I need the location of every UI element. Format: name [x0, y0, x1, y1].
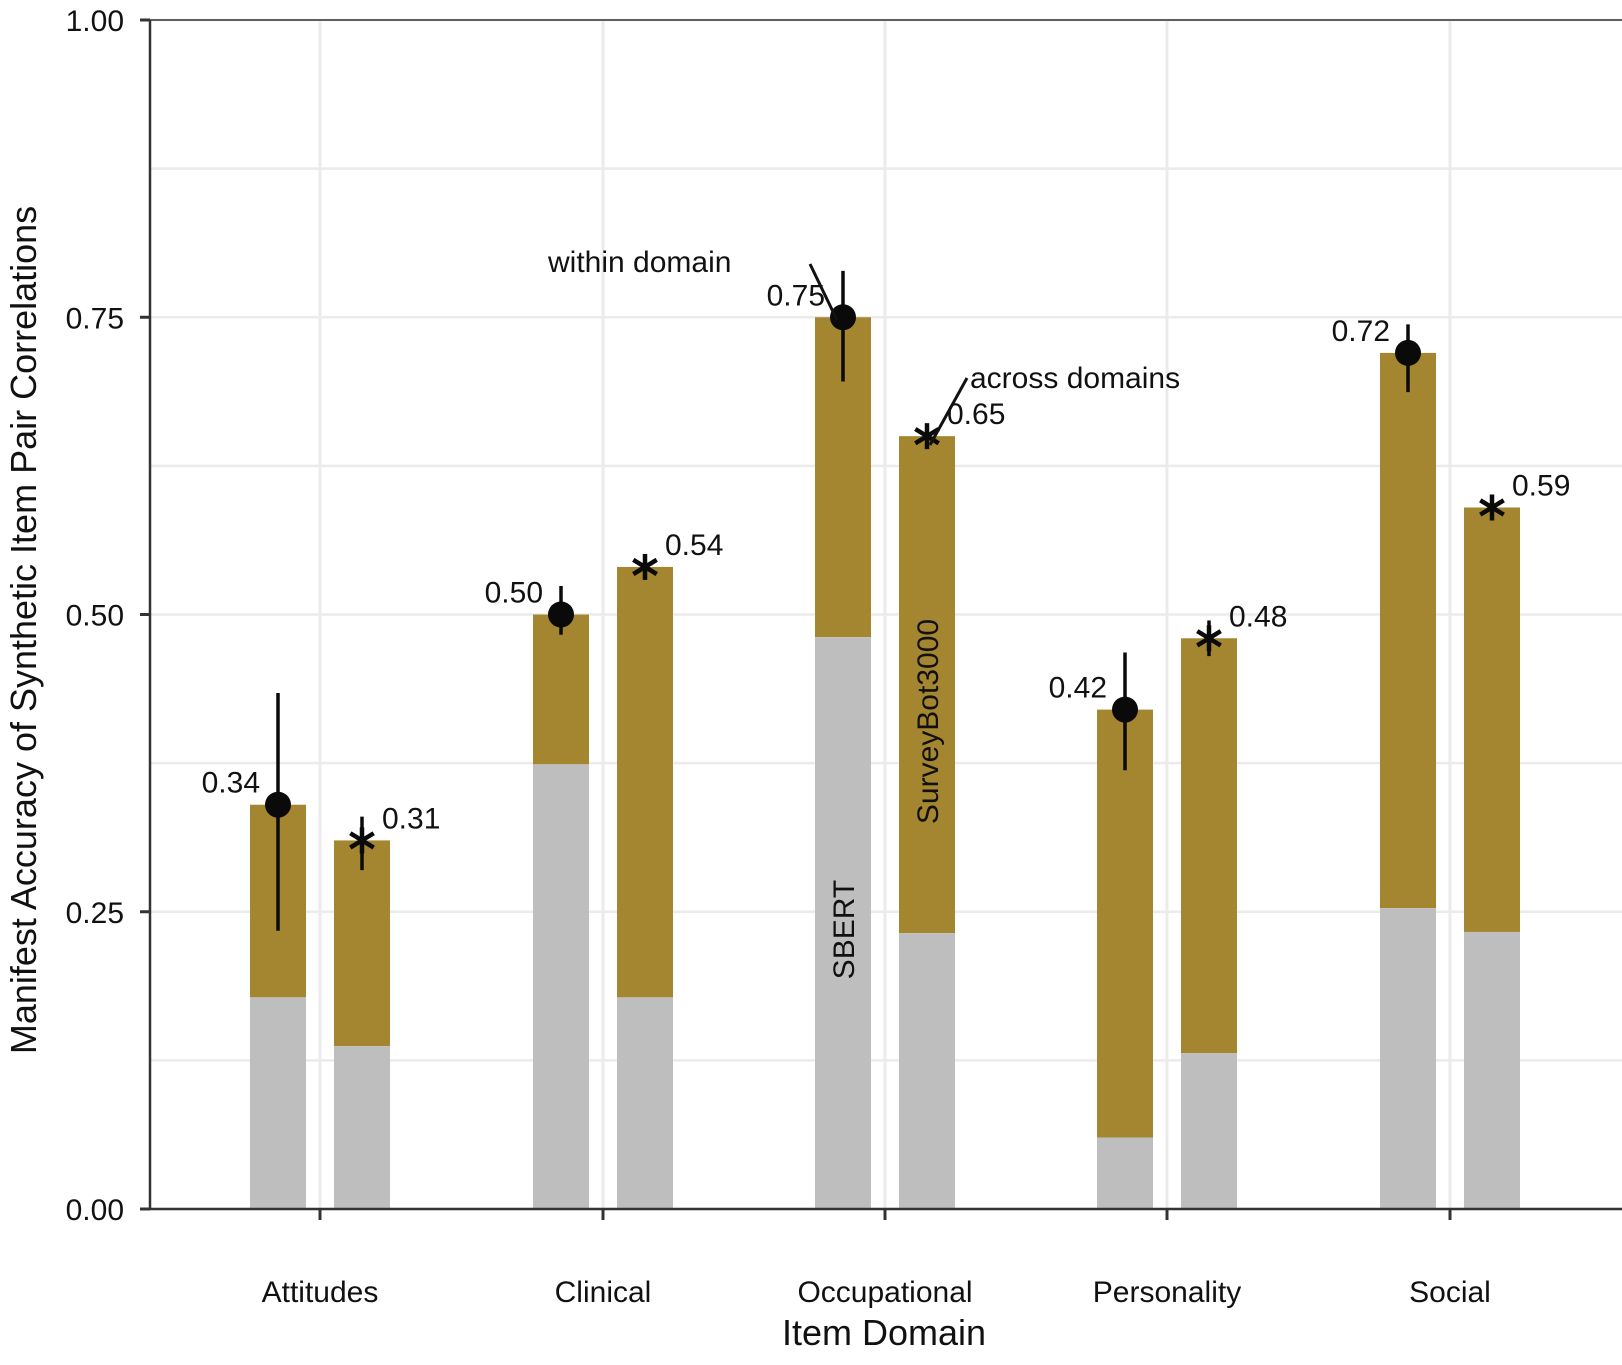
annotation-within-domain: within domain	[547, 246, 731, 279]
asterisk-stroke	[1196, 629, 1222, 648]
point-across-domains	[914, 423, 940, 450]
point-across-domains	[1196, 625, 1222, 652]
value-label: 0.54	[665, 529, 723, 562]
labels-layer: 0.00 0.25 0.50 0.75 1.00 Attitudes Clinical Occ…	[66, 5, 1571, 1309]
point-across-domains	[632, 553, 658, 580]
grid-layer	[150, 18, 1622, 1211]
point-within-domain	[830, 304, 856, 331]
bar-sbert	[1464, 931, 1520, 1209]
bar-sbert	[533, 764, 589, 1209]
bar-surveybot	[617, 566, 673, 998]
y-tick-label: 0.50	[66, 600, 124, 633]
bar-sbert	[334, 1046, 390, 1209]
bar-surveybot	[1464, 507, 1520, 932]
value-label: 0.48	[1229, 600, 1287, 633]
x-tick-label: Occupational	[797, 1276, 972, 1309]
bar-sbert	[815, 637, 871, 1209]
value-label: 0.34	[202, 767, 260, 800]
asterisk-stroke	[914, 427, 940, 446]
x-tick-label: Personality	[1093, 1276, 1241, 1309]
sbert-label: SBERT	[828, 880, 861, 979]
point-within-domain	[1112, 696, 1138, 723]
bars-layer	[250, 317, 1520, 1209]
annotation-within-leader	[808, 263, 839, 321]
bar-surveybot	[1380, 352, 1436, 909]
bar-surveybot	[533, 614, 589, 765]
bar-surveybot	[334, 840, 390, 1047]
y-tick-label: 1.00	[66, 5, 124, 38]
value-label: 0.72	[1332, 315, 1390, 348]
y-tick-label: 0.75	[66, 302, 124, 335]
bar-sbert	[899, 933, 955, 1209]
x-tick-label: Clinical	[555, 1276, 652, 1309]
value-label: 0.42	[1049, 672, 1107, 705]
y-tick-label: 0.25	[66, 897, 124, 930]
point-across-domains	[1479, 494, 1505, 521]
y-tick-label: 0.00	[66, 1194, 124, 1227]
bar-sbert	[1380, 908, 1436, 1209]
point-within-domain	[548, 601, 574, 628]
y-axis-title: Manifest Accuracy of Synthetic Item Pair…	[3, 206, 44, 1054]
annotation-across-domains: across domains	[970, 362, 1180, 395]
x-tick-label: Attitudes	[262, 1276, 379, 1309]
value-label: 0.31	[382, 802, 440, 835]
x-tick-label: Social	[1409, 1276, 1491, 1309]
bar-sbert	[1181, 1053, 1237, 1209]
bar-sbert	[1097, 1137, 1153, 1209]
annotation-across-leader	[928, 377, 969, 446]
value-label: 0.65	[947, 398, 1005, 431]
bar-surveybot	[1181, 638, 1237, 1054]
bar-surveybot	[899, 436, 955, 934]
asterisk-stroke	[1479, 498, 1505, 517]
point-within-domain	[1395, 339, 1421, 366]
point-across-domains	[349, 827, 375, 854]
bar-sbert	[250, 997, 306, 1209]
value-label: 0.50	[485, 577, 543, 610]
value-label: 0.75	[767, 279, 825, 312]
x-axis-title: Item Domain	[782, 1312, 986, 1353]
asterisk-stroke	[349, 831, 375, 850]
surveybot-label: SurveyBot3000	[912, 619, 945, 824]
bar-sbert	[617, 997, 673, 1209]
bar-surveybot	[1097, 709, 1153, 1138]
asterisk-stroke	[632, 557, 658, 577]
point-within-domain	[265, 791, 291, 818]
value-label: 0.59	[1512, 469, 1570, 502]
marks-layer	[265, 270, 1505, 931]
